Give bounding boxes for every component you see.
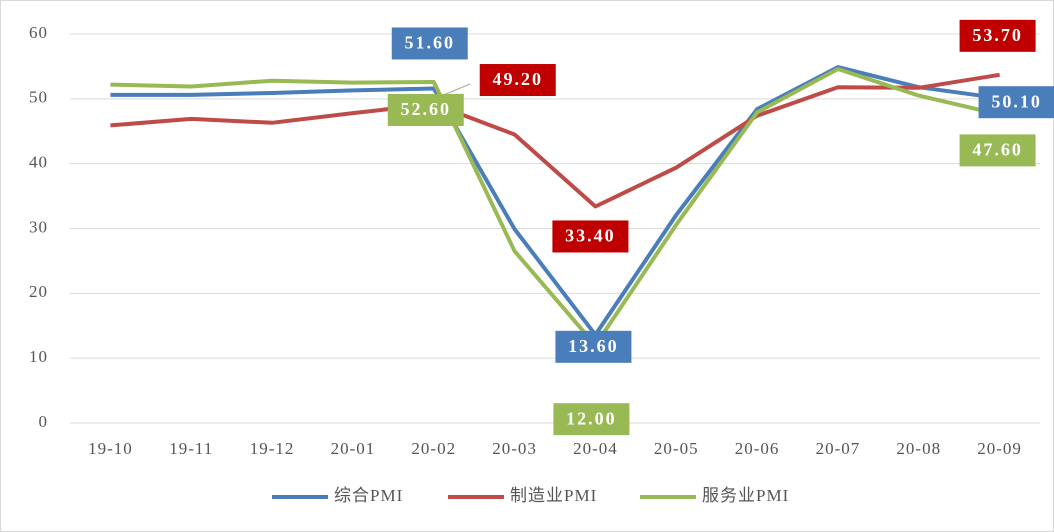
data-label: 12.00: [566, 408, 617, 428]
x-tick-label: 20-04: [573, 439, 618, 458]
x-tick-label: 20-01: [331, 439, 376, 458]
x-tick-label: 20-06: [735, 439, 780, 458]
data-label: 50.10: [991, 91, 1042, 111]
data-label-box: [959, 134, 1036, 167]
data-label-box: [553, 403, 630, 436]
data-label: 13.60: [568, 336, 619, 356]
y-tick-label: 20: [29, 282, 48, 301]
x-tick-label: 20-09: [977, 439, 1022, 458]
legend-label: 服务业PMI: [702, 486, 789, 505]
data-label: 33.40: [565, 226, 616, 246]
x-tick-label: 19-11: [169, 439, 213, 458]
x-tick-label: 20-07: [816, 439, 861, 458]
series-line: [110, 67, 1001, 348]
y-tick-label: 60: [29, 23, 48, 42]
data-label: 52.60: [401, 99, 452, 119]
y-tick-label: 50: [29, 88, 48, 107]
legend-label: 制造业PMI: [510, 486, 597, 505]
data-label-box: [479, 64, 556, 97]
data-label: 51.60: [405, 33, 456, 53]
data-label-box: [552, 220, 629, 253]
data-label-box: [978, 86, 1054, 119]
y-tick-label: 40: [29, 153, 48, 172]
x-tick-label: 20-03: [492, 439, 537, 458]
data-label: 53.70: [972, 25, 1023, 45]
x-tick-label: 20-05: [654, 439, 699, 458]
data-label-box: [959, 19, 1036, 52]
x-tick-label: 19-12: [250, 439, 295, 458]
data-label: 47.60: [972, 140, 1023, 160]
y-tick-label: 0: [39, 412, 49, 431]
series-line: [110, 72, 1000, 209]
y-tick-label: 30: [29, 217, 48, 236]
data-label-box: [387, 93, 464, 126]
data-label-box: [555, 330, 632, 363]
legend-label: 综合PMI: [334, 486, 403, 505]
x-tick-label: 20-08: [896, 439, 941, 458]
series-line: [110, 65, 1000, 337]
x-tick-label: 20-02: [411, 439, 456, 458]
y-tick-label: 10: [29, 347, 48, 366]
data-label-box: [391, 27, 468, 60]
data-label: 49.20: [493, 69, 544, 89]
x-tick-label: 19-10: [88, 439, 133, 458]
